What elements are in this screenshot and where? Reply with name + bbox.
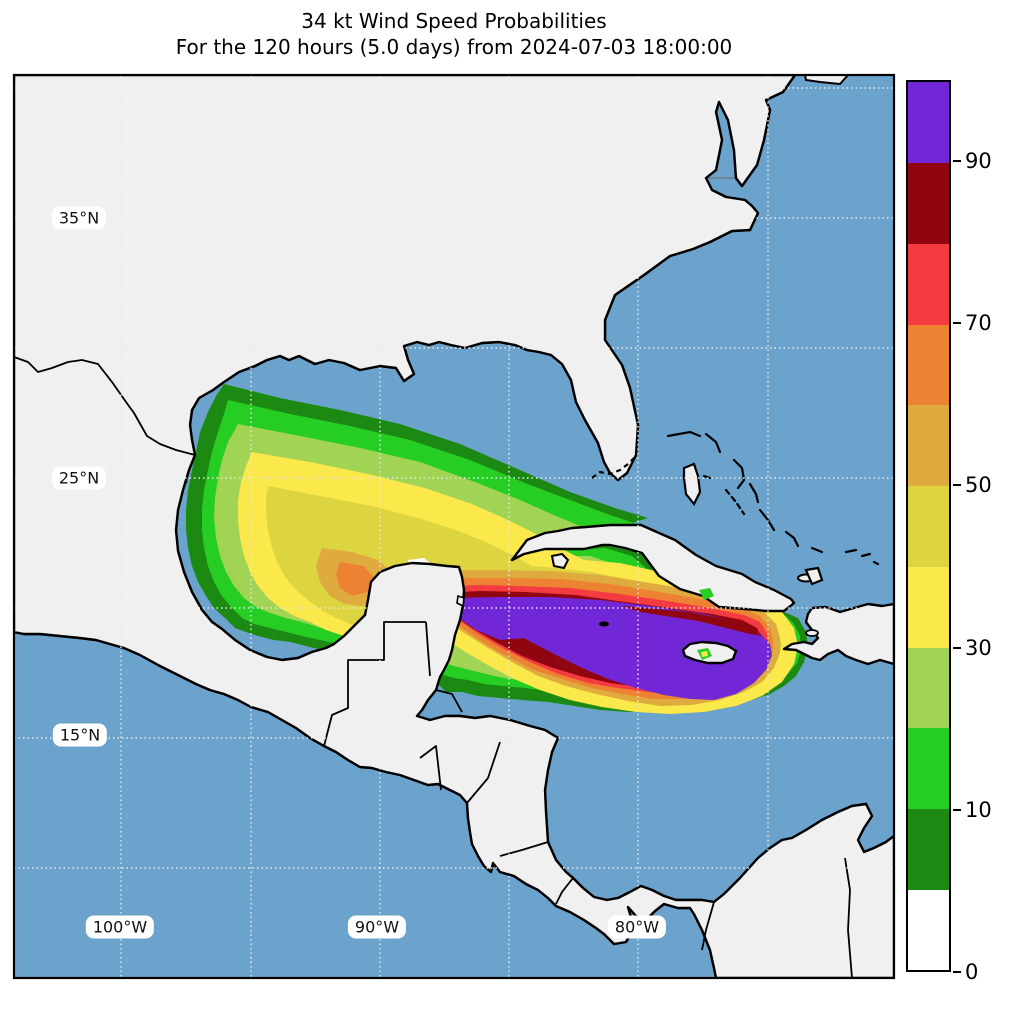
- isla-juventud: [550, 552, 570, 570]
- grid-label: 25°N: [51, 466, 107, 490]
- colorbar-segment-40-50: [908, 485, 949, 567]
- chart-title: 34 kt Wind Speed Probabilities: [301, 9, 607, 33]
- colorbar-tick-label: 90: [965, 149, 992, 174]
- map-frame: [12, 73, 896, 980]
- colorbar-segment-80-90: [908, 162, 949, 244]
- colorbar-segment-0-5: [908, 889, 949, 971]
- colorbar-segment-30-40: [908, 566, 949, 648]
- chart-subtitle: For the 120 hours (5.0 days) from 2024-0…: [175, 35, 733, 59]
- colorbar-tick-label: 50: [965, 473, 992, 498]
- colorbar-tick: [953, 322, 961, 325]
- gridlines: [14, 75, 894, 978]
- colorbar: [906, 80, 951, 972]
- colorbar-segment-10-20: [908, 727, 949, 810]
- chart-title-block: 34 kt Wind Speed Probabilities For the 1…: [0, 8, 908, 60]
- colorbar-segment-20-30: [908, 647, 949, 729]
- cozumel-island: [456, 594, 465, 608]
- bahamas-islands: [666, 430, 880, 586]
- colorbar-tick-label: 0: [965, 960, 979, 984]
- colorbar-tick-label: 30: [965, 635, 992, 660]
- gonave-island: [805, 629, 819, 637]
- grid-label: 90°W: [347, 915, 407, 939]
- colorbar-segment-90-100: [908, 82, 949, 164]
- cuba-island: [510, 523, 796, 613]
- grid-label: 15°N: [52, 723, 108, 747]
- colorbar-segment-5-10: [908, 808, 949, 890]
- country-borders: [14, 356, 853, 978]
- colorbar-segment-70-80: [908, 243, 949, 325]
- colorbar-segment-50-60: [908, 404, 949, 487]
- grid-label: 100°W: [85, 915, 155, 939]
- colorbar-tick: [953, 808, 961, 811]
- colorbar-tick-label: 10: [965, 797, 992, 822]
- colorbar-tick: [953, 646, 961, 649]
- colorbar-tick: [953, 160, 961, 163]
- colorbar-tick: [953, 971, 961, 973]
- colorbar-tick: [953, 484, 961, 487]
- northeast-coast-sliver: [803, 75, 850, 86]
- grid-label: 80°W: [607, 915, 667, 939]
- colorbar-segment-60-70: [908, 324, 949, 406]
- hispaniola-island: [782, 602, 894, 666]
- colorbar-tick-label: 70: [965, 311, 992, 336]
- band-90-100: [446, 597, 772, 700]
- cayman-island: [599, 621, 609, 627]
- grid-label: 35°N: [51, 206, 107, 230]
